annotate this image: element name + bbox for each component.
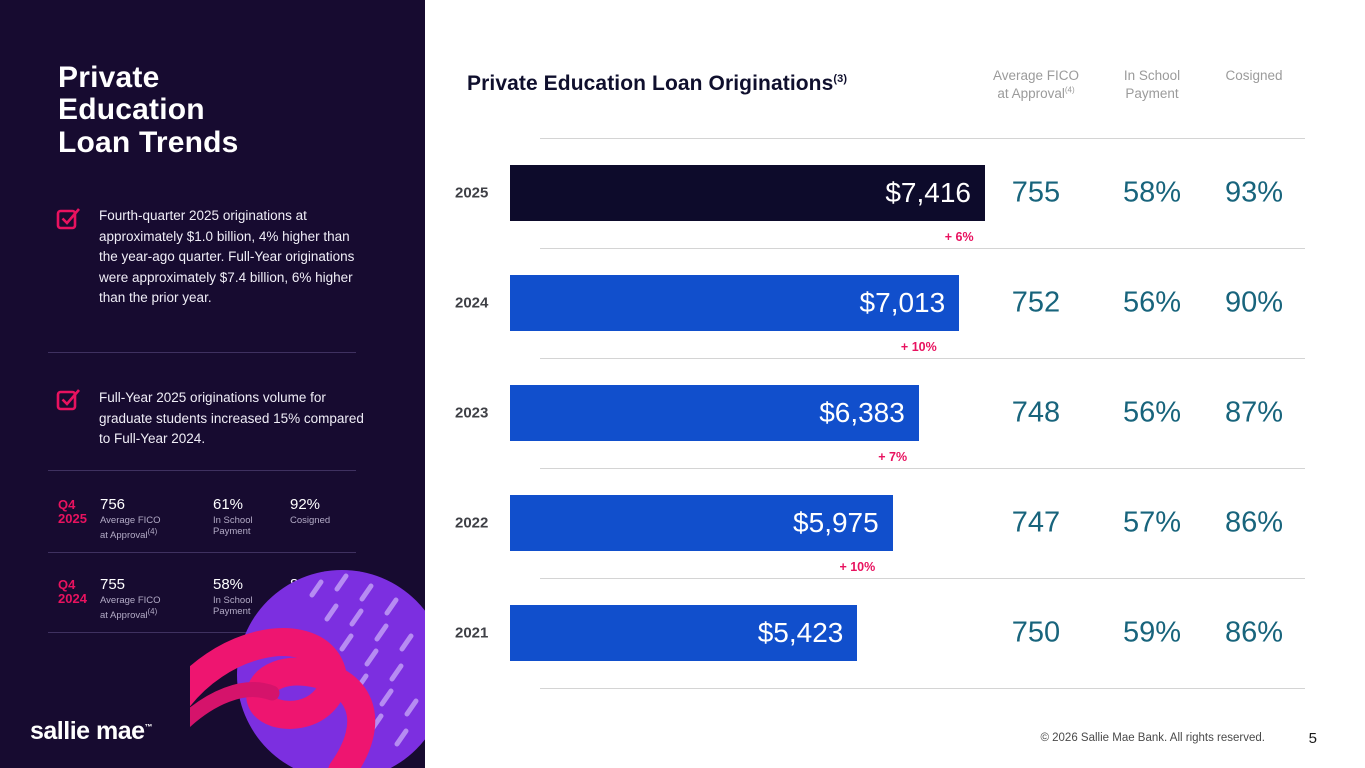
checkbox-icon [56, 389, 80, 411]
stat-payment-label: In School Payment [213, 515, 253, 537]
quarter-stats-q4-2025: Q4 2025 756 Average FICO at Approval(4) 6… [0, 496, 425, 552]
chart-row-2023: 2023 $6,383 748 56% 87% [455, 358, 1305, 468]
slide-title-line-1: Private [58, 61, 160, 94]
stat-avg-fico: 748 [1011, 396, 1061, 429]
bar-2025: $7,416 [510, 165, 985, 221]
stat-fico-value: 755 [100, 576, 126, 593]
stat-cosigned: 90% [1224, 286, 1284, 319]
bar-value: $7,013 [859, 287, 946, 318]
stat-cosigned: 86% [1224, 506, 1284, 539]
bar-track: $7,416 [510, 165, 985, 221]
stat-avg-fico: 750 [1011, 616, 1061, 649]
chart-row-2024: 2024 $7,013 752 56% 90% [455, 248, 1305, 358]
bar-chart: 2025 $7,416 755 58% 93% + 6% 2024 $7, [455, 138, 1305, 689]
stat-cosigned-label: Cosigned [290, 515, 331, 526]
stat-fico: 755 Average FICO at Approval(4) [100, 576, 205, 621]
slide-title: Private Education Loan Trends [58, 61, 239, 159]
chart-row-2021: 2021 $5,423 750 59% 86% [455, 578, 1305, 688]
stat-fico-label: Average FICO at Approval(4) [100, 595, 161, 622]
divider [48, 352, 356, 353]
page-number: 5 [1308, 730, 1317, 747]
bar-value: $7,416 [885, 177, 971, 208]
stat-in-school-payment: 56% [1122, 396, 1182, 429]
stat-avg-fico: 755 [1011, 176, 1061, 209]
bar-value: $6,383 [819, 397, 905, 428]
stat-fico: 756 Average FICO at Approval(4) [100, 496, 205, 541]
period-label: Q4 2025 [58, 497, 87, 526]
stat-cosigned: 92% Cosigned [290, 496, 360, 526]
checkbox-icon [56, 208, 80, 230]
period-label: Q4 2024 [58, 577, 87, 606]
stat-payment-value: 58% [213, 576, 244, 593]
column-header-avg-fico: Average FICO at Approval(4) [992, 68, 1080, 102]
year-label: 2022 [455, 514, 489, 532]
stat-payment-label: In School Payment [213, 595, 253, 617]
bar-2023: $6,383 [510, 385, 919, 441]
stat-in-school-payment: 58% [1122, 176, 1182, 209]
stat-fico-label: Average FICO at Approval(4) [100, 515, 161, 542]
slide-title-line-2: Education [58, 93, 205, 127]
bullet-text-1: Fourth-quarter 2025 originations at appr… [99, 208, 355, 305]
bar-value: $5,975 [793, 507, 879, 538]
stat-fico-value: 756 [100, 496, 126, 513]
chart-row-2022: 2022 $5,975 747 57% 86% [455, 468, 1305, 578]
sidebar: Private Education Loan Trends Fourth-qua… [0, 0, 425, 768]
bar-track: $7,013 [510, 275, 985, 331]
stat-payment-value: 61% [213, 496, 244, 513]
bar-track: $5,423 [510, 605, 985, 661]
stat-cosigned: 87% [1224, 396, 1284, 429]
sallie-mae-logo: sallie mae™ [30, 717, 153, 745]
year-label: 2021 [455, 624, 489, 642]
main-content: Private Education Loan Originations(3) A… [425, 0, 1365, 768]
divider [48, 632, 356, 633]
yoy-growth-label: + 10% [900, 340, 937, 354]
bar-2024: $7,013 [510, 275, 960, 331]
stat-in-school-payment: 61% In School Payment [213, 496, 283, 537]
copyright-text: © 2026 Sallie Mae Bank. All rights reser… [1040, 732, 1265, 744]
bar-track: $5,975 [510, 495, 985, 551]
footnote-marker: (3) [833, 73, 848, 85]
year-label: 2024 [455, 294, 489, 312]
bar-track: $6,383 [510, 385, 985, 441]
stat-cosigned-value: 92% [290, 496, 321, 513]
stat-cosigned: 93% [1224, 176, 1284, 209]
stat-avg-fico: 752 [1011, 286, 1061, 319]
divider [48, 552, 356, 553]
stat-in-school-payment: 59% [1122, 616, 1182, 649]
stat-in-school-payment: 57% [1122, 506, 1182, 539]
year-label: 2025 [455, 184, 489, 202]
bar-2022: $5,975 [510, 495, 893, 551]
yoy-growth-label: + 6% [944, 230, 974, 244]
bullet-text-2: Full-Year 2025 originations volume for g… [99, 390, 364, 446]
divider [48, 470, 356, 471]
stat-cosigned: 86% [1224, 616, 1284, 649]
yoy-growth-label: + 10% [839, 560, 876, 574]
chart-row-2025: 2025 $7,416 755 58% 93% [455, 138, 1305, 248]
decorative-swirl-graphic [190, 570, 425, 768]
slide-title-line-3: Loan Trends [58, 125, 239, 159]
bar-2021: $5,423 [510, 605, 858, 661]
stat-avg-fico: 747 [1011, 506, 1061, 539]
yoy-growth-label: + 7% [878, 450, 908, 464]
column-header-in-school-payment: In School Payment [1123, 68, 1181, 102]
year-label: 2023 [455, 404, 489, 422]
stat-in-school-payment: 58% In School Payment [213, 576, 283, 617]
column-header-cosigned: Cosigned [1225, 68, 1283, 83]
stat-in-school-payment: 56% [1122, 286, 1182, 319]
chart-title: Private Education Loan Originations(3) [467, 72, 848, 95]
trademark-symbol: ™ [144, 722, 153, 732]
bar-value: $5,423 [757, 617, 844, 648]
